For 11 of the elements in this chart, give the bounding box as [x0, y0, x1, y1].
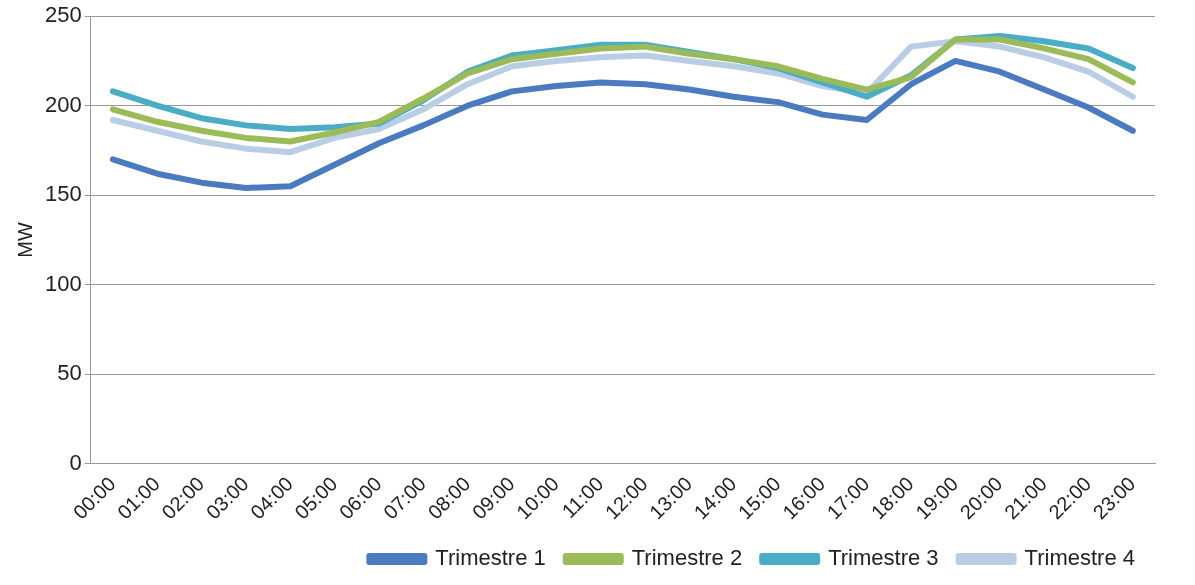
legend-label: Trimestre 2	[631, 545, 743, 571]
y-axis-title: MW	[13, 222, 36, 258]
legend-label: Trimestre 3	[828, 545, 939, 571]
y-tick-label: 100	[44, 270, 82, 296]
y-tick-label: 200	[44, 91, 82, 117]
legend-label: Trimestre 1	[435, 545, 546, 571]
legend-label: Trimestre 4	[1024, 545, 1135, 571]
y-tick-label: 250	[44, 2, 82, 28]
y-tick-label: 0	[69, 449, 82, 475]
y-tick-label: 50	[57, 360, 82, 386]
y-tick-label: 150	[44, 181, 82, 207]
